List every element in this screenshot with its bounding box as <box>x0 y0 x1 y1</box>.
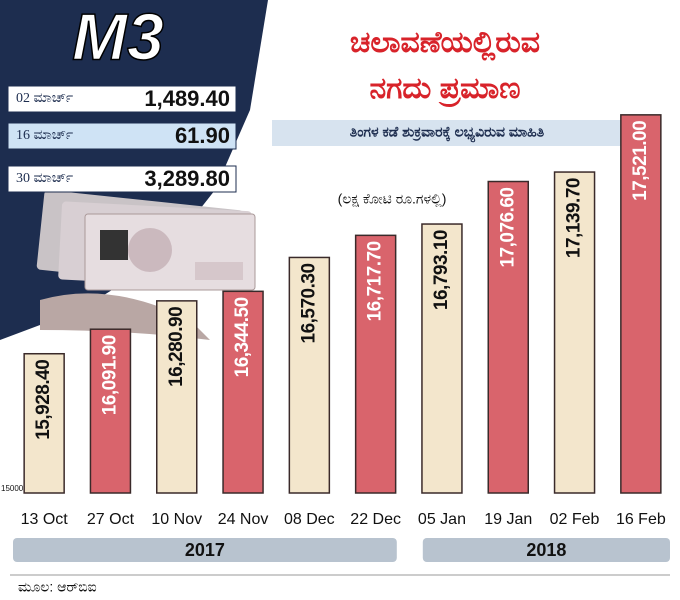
chart-title: ನಗದು ಪ್ರಮಾಣ <box>369 72 520 108</box>
bar <box>620 114 662 494</box>
note-chip <box>100 230 128 260</box>
row-value: 1,489.40 <box>144 86 230 111</box>
row-label: 02 ಮಾರ್ಚ್ <box>16 91 73 106</box>
row-value: 3,289.80 <box>144 166 230 191</box>
note-portrait <box>128 228 172 272</box>
chart-title: ಚಲಾವಣೆಯಲ್ಲಿರುವ <box>350 26 540 61</box>
bar <box>222 290 264 494</box>
bar <box>553 171 596 494</box>
row-label: 16 ಮಾರ್ಚ್ <box>16 128 73 143</box>
bar <box>89 328 132 494</box>
source: ಮೂಲ: ಆರ್‌ಬಿಐ <box>18 579 97 595</box>
table-row <box>7 122 237 150</box>
value-label: 16,344.50 <box>232 297 253 377</box>
year-label: 2017 <box>185 540 225 560</box>
side-table: 02 ಮಾರ್ಚ್ 1,489.40 16 ಮಾರ್ಚ್ 61.90 30 ಮಾರ್ಚ್… <box>7 85 237 193</box>
value-label: 16,570.30 <box>298 263 319 343</box>
x-tick-label: 16 Feb <box>616 511 666 528</box>
badge: M3 <box>72 0 164 73</box>
bar <box>421 223 463 494</box>
table-row <box>7 165 237 193</box>
bar <box>23 352 65 494</box>
x-tick-label: 02 Feb <box>550 511 600 528</box>
year-band <box>422 538 670 562</box>
year-label: 2018 <box>526 540 566 560</box>
note-detail <box>195 262 243 280</box>
x-tick-label: 24 Nov <box>218 511 269 528</box>
value-label: 17,521.00 <box>630 121 651 201</box>
value-label: 16,280.90 <box>166 307 187 387</box>
x-tick-label: 22 Dec <box>350 511 401 528</box>
value-label: 16,793.10 <box>431 230 452 310</box>
subtitle-box <box>272 120 622 146</box>
unit-label: (ಲಕ್ಷ ಕೋಟಿ ರೂ.ಗಳಲ್ಲಿ) <box>338 191 447 208</box>
value-label: 16,717.70 <box>365 241 386 321</box>
year-band <box>13 538 397 562</box>
value-label: 16,091.90 <box>99 335 120 415</box>
value-label: 17,139.70 <box>564 178 585 258</box>
x-tick-label: 13 Oct <box>21 511 69 528</box>
bar <box>156 300 198 494</box>
y-tick-label: 15000 <box>1 484 24 493</box>
value-label: 17,076.60 <box>497 188 518 268</box>
x-tick-label: 19 Jan <box>484 511 532 528</box>
subtitle: ತಿಂಗಳ ಕಡೆ ಶುಕ್ರವಾರಕ್ಕೆ ಲಭ್ಯವಿರುವ ಮಾಹಿತಿ <box>350 124 545 143</box>
table-row <box>7 85 237 113</box>
x-tick-label: 08 Dec <box>284 511 335 528</box>
x-tick-label: 05 Jan <box>418 511 466 528</box>
row-value: 61.90 <box>175 123 230 148</box>
row-label: 30 ಮಾರ್ಚ್ <box>16 171 73 186</box>
bar <box>354 234 397 494</box>
bar <box>288 256 331 494</box>
x-tick-label: 27 Oct <box>87 511 135 528</box>
title-block: ಚಲಾವಣೆಯಲ್ಲಿರುವ ನಗದು ಪ್ರಮಾಣ ತಿಂಗಳ ಕಡೆ ಶುಕ… <box>272 26 622 208</box>
bar <box>487 180 529 494</box>
x-tick-label: 10 Nov <box>151 511 202 528</box>
value-label: 15,928.40 <box>33 360 54 440</box>
